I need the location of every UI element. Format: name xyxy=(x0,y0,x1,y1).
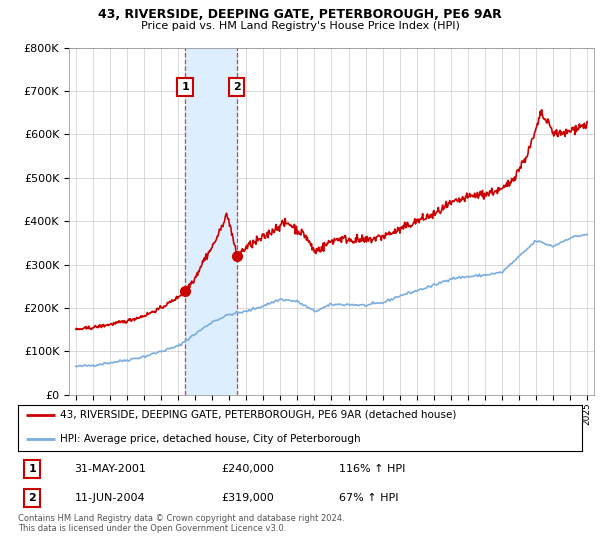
Text: 43, RIVERSIDE, DEEPING GATE, PETERBOROUGH, PE6 9AR: 43, RIVERSIDE, DEEPING GATE, PETERBOROUG… xyxy=(98,8,502,21)
Text: 1: 1 xyxy=(181,82,189,92)
Text: 31-MAY-2001: 31-MAY-2001 xyxy=(74,464,146,474)
Text: 67% ↑ HPI: 67% ↑ HPI xyxy=(340,493,399,503)
Text: 1: 1 xyxy=(28,464,36,474)
Text: 11-JUN-2004: 11-JUN-2004 xyxy=(74,493,145,503)
Text: 43, RIVERSIDE, DEEPING GATE, PETERBOROUGH, PE6 9AR (detached house): 43, RIVERSIDE, DEEPING GATE, PETERBOROUG… xyxy=(60,410,457,420)
Text: HPI: Average price, detached house, City of Peterborough: HPI: Average price, detached house, City… xyxy=(60,435,361,444)
Bar xyxy=(185,48,237,395)
Text: Contains HM Land Registry data © Crown copyright and database right 2024.
This d: Contains HM Land Registry data © Crown c… xyxy=(18,514,344,534)
Text: £319,000: £319,000 xyxy=(221,493,274,503)
Text: Price paid vs. HM Land Registry's House Price Index (HPI): Price paid vs. HM Land Registry's House … xyxy=(140,21,460,31)
Text: 2: 2 xyxy=(28,493,36,503)
Text: 2: 2 xyxy=(233,82,241,92)
Text: 116% ↑ HPI: 116% ↑ HPI xyxy=(340,464,406,474)
Text: £240,000: £240,000 xyxy=(221,464,274,474)
